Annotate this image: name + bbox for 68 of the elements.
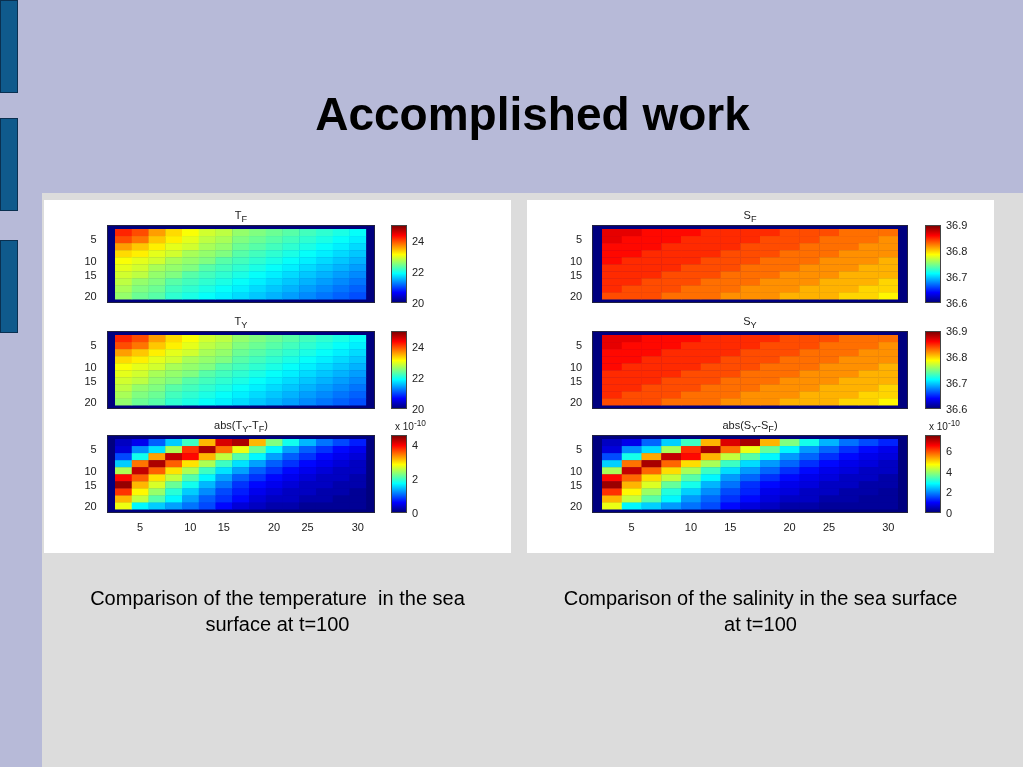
text: Accomplished work xyxy=(314,87,751,142)
chart-title: S$_{Y}$ xyxy=(742,314,758,333)
y-tick-label: 20 xyxy=(569,289,583,302)
color-bar-title: x 10$^{-10}$ xyxy=(929,417,960,435)
y-tick-label: 5 xyxy=(575,339,583,352)
y-tick-label: 10 xyxy=(569,254,583,267)
color-bar-label: 36.6 xyxy=(946,296,968,310)
text: Comparison of the temperature in the sea surface at t=100 xyxy=(89,586,466,637)
color-bar-label: 36.8 xyxy=(946,244,968,258)
color-bar-label: 22 xyxy=(412,264,425,279)
color-bar-label: 36.7 xyxy=(946,376,968,390)
chart-title: T$_{Y}$ xyxy=(233,314,249,333)
chart-title: S$_{F}$ xyxy=(742,208,758,227)
color-bar-label: 2 xyxy=(412,472,419,487)
y-tick-label: 10 xyxy=(84,464,98,477)
color-bar-label: 20 xyxy=(412,402,425,416)
x-tick-label: 15 xyxy=(218,520,231,533)
y-tick-label: 15 xyxy=(569,478,583,491)
y-tick-label: 20 xyxy=(84,395,98,408)
color-bar-label: 36.9 xyxy=(946,218,968,232)
y-tick-label: 5 xyxy=(575,443,583,456)
y-tick-label: 5 xyxy=(575,233,583,246)
y-tick-label: 15 xyxy=(84,268,98,281)
y-tick-label: 5 xyxy=(90,339,98,352)
x-tick-label: 5 xyxy=(137,520,144,533)
color-bar-label: 24 xyxy=(412,233,425,248)
color-bar-label: 2 xyxy=(946,485,953,500)
x-tick-label: 30 xyxy=(352,520,365,533)
x-tick-label: 30 xyxy=(882,520,895,533)
color-bar-label: 36.6 xyxy=(946,402,968,416)
y-tick-label: 15 xyxy=(569,374,583,387)
x-tick-label: 25 xyxy=(822,520,836,533)
chart-title: abs(S$_{Y}$-S$_{F}$) xyxy=(721,418,779,437)
y-tick-label: 5 xyxy=(90,233,98,246)
color-bar-label: 22 xyxy=(412,370,425,385)
x-tick-label: 20 xyxy=(268,520,281,533)
x-tick-label: 10 xyxy=(684,520,697,533)
chart-title: abs(T$_{Y}$-T$_{F}$) xyxy=(213,418,269,437)
color-bar-label: 36.9 xyxy=(946,324,968,338)
y-tick-label: 20 xyxy=(569,395,583,408)
chart-title: T$_{F}$ xyxy=(233,208,249,227)
text: Comparison of the salinity in the sea surface at t=100 xyxy=(562,586,959,637)
x-tick-label: 15 xyxy=(724,520,737,533)
x-tick-label: 25 xyxy=(301,520,315,533)
y-tick-label: 15 xyxy=(569,268,583,281)
color-bar-title: x 10$^{-10}$ xyxy=(395,417,426,435)
y-tick-label: 15 xyxy=(84,478,98,491)
color-bar-label: 6 xyxy=(946,444,953,459)
color-bar-label: 0 xyxy=(946,506,953,520)
y-tick-label: 20 xyxy=(84,499,98,512)
y-tick-label: 10 xyxy=(84,254,98,267)
y-tick-label: 10 xyxy=(569,464,583,477)
color-bar-label: 36.7 xyxy=(946,270,968,284)
color-bar-label: 36.8 xyxy=(946,350,968,364)
y-tick-label: 15 xyxy=(84,374,98,387)
y-tick-label: 20 xyxy=(569,499,583,512)
color-bar-label: 24 xyxy=(412,339,425,354)
color-bar-label: 0 xyxy=(412,506,419,520)
color-bar-label: 20 xyxy=(412,296,425,310)
x-tick-label: 10 xyxy=(184,520,197,533)
y-tick-label: 5 xyxy=(90,443,98,456)
y-tick-label: 20 xyxy=(84,289,98,302)
color-bar-label: 4 xyxy=(412,438,419,453)
color-bar-label: 4 xyxy=(946,464,953,479)
y-tick-label: 10 xyxy=(569,360,583,373)
y-tick-label: 10 xyxy=(84,360,98,373)
x-tick-label: 20 xyxy=(783,520,796,533)
x-tick-label: 5 xyxy=(628,520,635,533)
